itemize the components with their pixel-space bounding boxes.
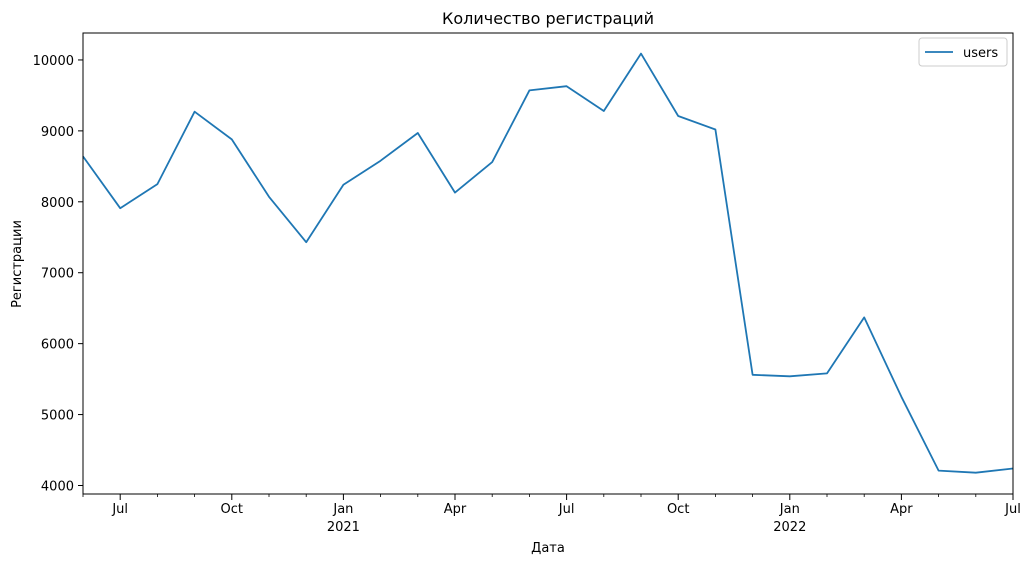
- data-point: [975, 472, 977, 474]
- data-point: [528, 89, 530, 91]
- y-tick-label: 4000: [41, 479, 74, 494]
- data-point: [714, 128, 716, 130]
- legend: users: [918, 37, 1008, 67]
- series-line-users: [82, 52, 1014, 474]
- legend-box: [918, 37, 1008, 67]
- x-tick-label: Jan: [779, 502, 800, 517]
- data-point: [491, 161, 493, 163]
- data-point: [937, 469, 939, 471]
- data-point: [119, 207, 121, 209]
- x-tick-label: Oct: [221, 502, 243, 517]
- y-axis: 4000 5000 6000 7000 8000 9000 10000: [33, 54, 83, 494]
- data-point: [677, 115, 679, 117]
- x-tick-label: Jul: [1004, 502, 1021, 517]
- plot-area: [82, 52, 1014, 474]
- data-point: [379, 160, 381, 162]
- data-point: [900, 396, 902, 398]
- x-tick-label: Apr: [890, 502, 913, 517]
- data-point: [640, 52, 642, 54]
- data-point: [603, 110, 605, 112]
- x-tick-year-label: 2022: [773, 520, 806, 535]
- y-tick-label: 10000: [33, 54, 74, 69]
- y-tick-label: 8000: [41, 196, 74, 211]
- x-tick-year-label: 2021: [327, 520, 360, 535]
- x-tick-label: Jan: [332, 502, 353, 517]
- y-tick-label: 9000: [41, 125, 74, 140]
- x-tick-label: Jul: [111, 502, 128, 517]
- data-point: [156, 183, 158, 185]
- data-point: [454, 191, 456, 193]
- plot-frame: [82, 32, 1014, 495]
- x-axis: Jul Oct Jan 2021 Apr Jul Oct Jan 2022 Apr Jul: [82, 494, 1021, 535]
- data-point: [231, 138, 233, 140]
- data-point: [751, 374, 753, 376]
- x-tick-label: Apr: [444, 502, 467, 517]
- y-tick-label: 7000: [41, 267, 74, 282]
- x-axis-label: Дата: [531, 541, 565, 556]
- chart-title: Количество регистраций: [442, 9, 654, 28]
- y-tick-label: 6000: [41, 338, 74, 353]
- legend-label-users: users: [963, 46, 998, 61]
- y-axis-label: Регистрации: [10, 220, 25, 308]
- data-point: [193, 111, 195, 113]
- data-point: [826, 372, 828, 374]
- y-tick-label: 5000: [41, 409, 74, 424]
- data-point: [417, 132, 419, 134]
- x-tick-label: Jul: [558, 502, 575, 517]
- data-point: [565, 85, 567, 87]
- data-point: [305, 241, 307, 243]
- data-point: [268, 196, 270, 198]
- data-point: [789, 375, 791, 377]
- x-tick-label: Oct: [667, 502, 689, 517]
- data-point: [342, 184, 344, 186]
- data-point: [863, 316, 865, 318]
